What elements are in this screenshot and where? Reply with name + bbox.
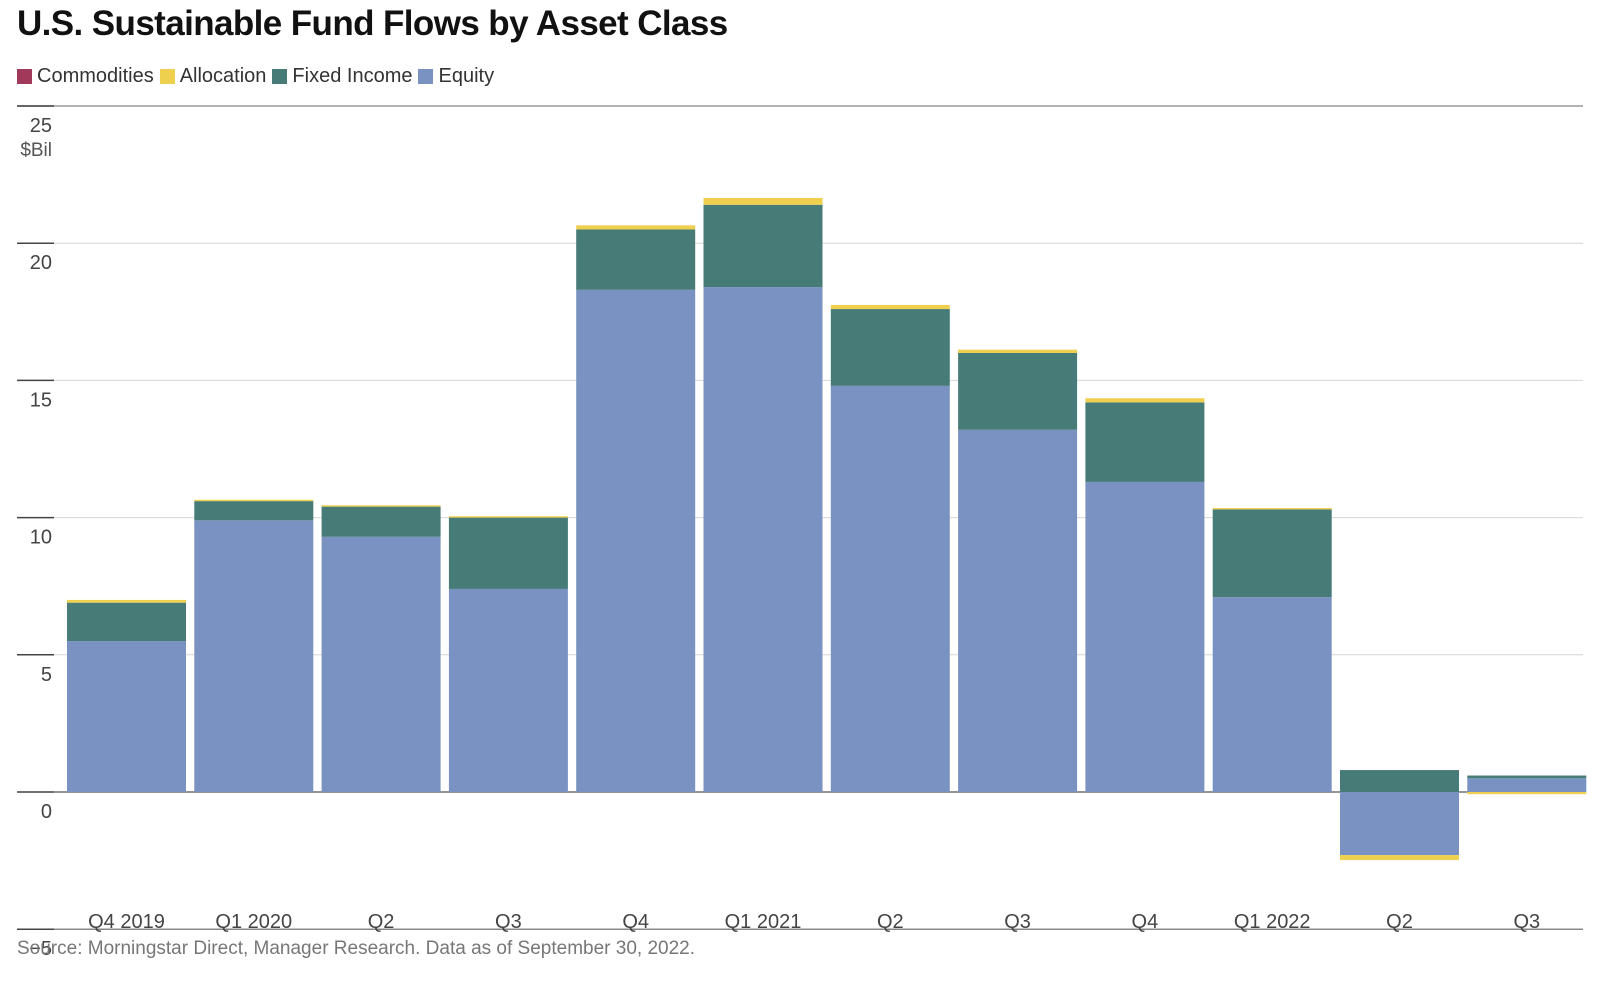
bar-allocation — [1085, 398, 1205, 403]
legend-swatch-equity — [418, 68, 434, 84]
legend-item-allocation: Allocation — [159, 64, 267, 88]
x-tick-label: Q2 — [1386, 911, 1413, 933]
x-tick-label: Q2 — [877, 911, 904, 933]
x-tick-label: Q3 — [495, 911, 522, 933]
bar-equity — [576, 289, 696, 792]
bar-allocation — [958, 349, 1078, 353]
legend-item-equity: Equity — [418, 65, 494, 88]
legend-label-allocation: Allocation — [179, 64, 267, 87]
chart-title: U.S. Sustainable Fund Flows by Asset Cla… — [17, 4, 728, 43]
x-tick-label: Q4 — [622, 911, 649, 933]
legend-item-commodities: Commodities — [17, 65, 154, 88]
bar-fixed-income — [576, 229, 696, 290]
bar-allocation — [576, 225, 696, 230]
x-tick-label: Q4 2019 — [88, 911, 165, 933]
bar-fixed-income — [703, 204, 823, 288]
x-tick-label: Q4 — [1132, 911, 1159, 933]
x-tick-label: Q1 2022 — [1234, 911, 1311, 933]
bar-equity — [448, 588, 568, 792]
x-tick-label: Q1 2021 — [725, 911, 802, 933]
y-tick-label: 20 — [30, 252, 52, 274]
bar-equity — [194, 520, 314, 792]
bar-allocation — [1212, 507, 1332, 510]
bar-equity — [1340, 792, 1459, 856]
bar-allocation — [194, 499, 314, 502]
bar-fixed-income — [1340, 770, 1459, 792]
legend-label-fixed-income: Fixed Income — [292, 64, 413, 87]
bar-allocation — [1467, 792, 1587, 795]
y-tick-label: −5 — [29, 938, 52, 960]
bar-fixed-income — [321, 506, 441, 537]
x-tick-label: Q3 — [1513, 911, 1540, 933]
legend-swatch-allocation — [159, 68, 175, 84]
bar-fixed-income — [1085, 402, 1205, 482]
x-tick-label: Q2 — [368, 911, 395, 933]
legend-item-fixed-income: Fixed Income — [272, 65, 412, 88]
legend-swatch-commodities — [17, 68, 32, 84]
bar-allocation — [67, 599, 186, 603]
x-tick-label: Q3 — [1004, 911, 1031, 933]
bar-fixed-income — [1212, 509, 1332, 598]
bar-equity — [1212, 597, 1332, 792]
bar-equity — [321, 536, 441, 792]
legend-label-commodities: Commodities — [37, 64, 154, 87]
bar-allocation — [448, 516, 568, 518]
y-tick-label: 5 — [41, 664, 52, 686]
y-tick-label: 10 — [30, 527, 52, 549]
x-tick-label: Q1 2020 — [215, 911, 292, 933]
bar-fixed-income — [67, 602, 186, 642]
legend: Commodities Allocation Fixed Income Equi… — [17, 64, 500, 88]
bar-fixed-income — [830, 309, 950, 386]
bar-equity — [830, 385, 950, 792]
bar-equity — [67, 641, 186, 792]
bar-allocation — [321, 505, 441, 507]
bar-allocation — [1340, 855, 1459, 861]
bar-fixed-income — [958, 352, 1078, 430]
bar-equity — [1085, 481, 1205, 792]
bar-fixed-income — [1467, 775, 1587, 779]
legend-label-equity: Equity — [438, 64, 495, 87]
source-note: Source: Morningstar Direct, Manager Rese… — [17, 938, 696, 959]
legend-swatch-fixed-income — [272, 68, 288, 84]
bar-fixed-income — [194, 501, 314, 521]
y-tick-label: 0 — [41, 801, 52, 823]
y-tick-label: 15 — [30, 389, 52, 411]
bar-allocation — [703, 197, 823, 205]
bar-equity — [958, 429, 1078, 792]
bar-equity — [1467, 778, 1587, 792]
y-axis-unit: $Bil — [20, 140, 52, 161]
y-tick-label: 25 — [30, 115, 52, 137]
bar-fixed-income — [448, 517, 568, 589]
bar-allocation — [830, 304, 950, 310]
bar-equity — [703, 287, 823, 792]
